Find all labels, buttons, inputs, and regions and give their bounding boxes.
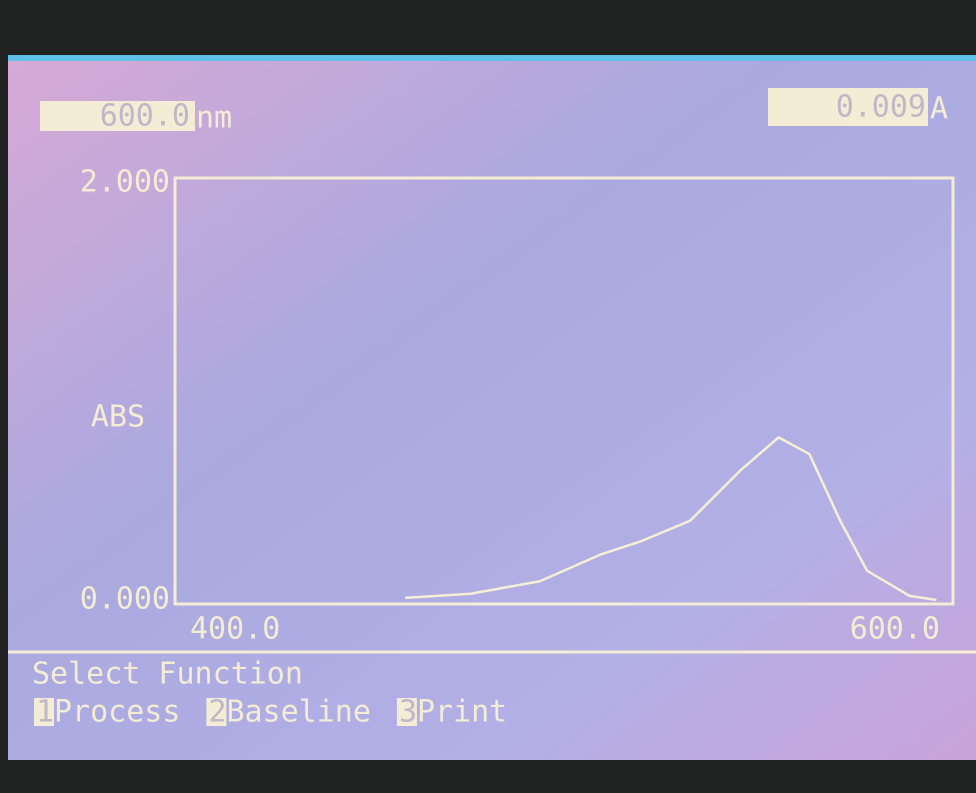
menu: 1 Process 2 Baseline 3 Print	[34, 695, 507, 730]
spectrum-line	[405, 436, 937, 602]
plot-frame	[173, 176, 955, 606]
x-tick-label: 400.0	[190, 612, 280, 647]
key-number: 3	[399, 695, 417, 730]
menu-title: Select Function	[32, 657, 303, 692]
wavelength: 600.0	[100, 99, 190, 134]
menu-item: Process	[54, 695, 180, 730]
menu-item: Print	[417, 695, 507, 730]
wavelength-unit: nm	[196, 101, 232, 136]
screen	[8, 55, 976, 760]
key-box	[34, 698, 54, 726]
y-tick-label: 0.000	[80, 582, 170, 617]
key-box	[396, 698, 417, 726]
screen-edge	[8, 55, 976, 61]
key-number: 2	[208, 695, 226, 730]
key-box	[206, 698, 227, 726]
key-number: 1	[36, 695, 54, 730]
absorbance: 0.009	[836, 90, 926, 125]
menu-item: Baseline	[226, 695, 371, 730]
x-tick-label: 600.0	[850, 612, 940, 647]
absorbance-unit: A	[930, 92, 948, 127]
y-axis-label: ABS	[91, 400, 145, 435]
absorbance-box	[768, 88, 928, 126]
y-tick-label: 2.000	[80, 165, 170, 200]
wavelength-box	[40, 101, 195, 131]
